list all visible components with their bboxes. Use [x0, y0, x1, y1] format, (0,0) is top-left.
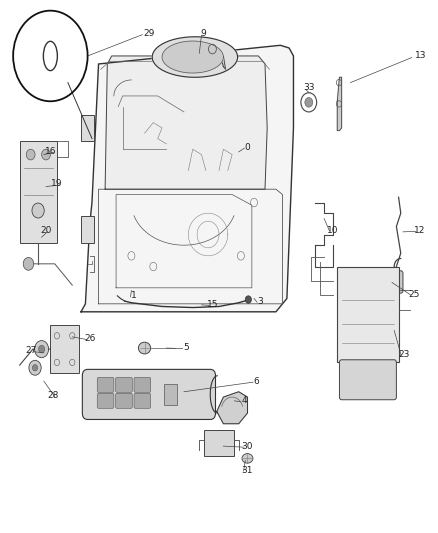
FancyBboxPatch shape: [97, 377, 114, 392]
Circle shape: [23, 257, 34, 270]
FancyBboxPatch shape: [204, 430, 234, 456]
Polygon shape: [81, 45, 293, 312]
FancyBboxPatch shape: [81, 115, 94, 141]
Text: 6: 6: [253, 377, 259, 385]
Polygon shape: [152, 37, 237, 77]
Polygon shape: [162, 41, 223, 73]
Ellipse shape: [242, 454, 253, 463]
Text: 19: 19: [51, 180, 63, 188]
Text: 0: 0: [244, 143, 251, 151]
Text: 10: 10: [327, 226, 339, 235]
FancyBboxPatch shape: [381, 271, 403, 293]
Circle shape: [26, 149, 35, 160]
FancyBboxPatch shape: [20, 141, 57, 243]
Polygon shape: [217, 392, 247, 424]
Text: 3: 3: [257, 297, 263, 305]
Text: 13: 13: [415, 52, 426, 60]
Text: 16: 16: [45, 148, 56, 156]
Text: 1: 1: [131, 292, 137, 300]
Circle shape: [32, 365, 38, 371]
Circle shape: [32, 203, 44, 218]
FancyBboxPatch shape: [82, 369, 215, 419]
Ellipse shape: [138, 342, 151, 354]
FancyBboxPatch shape: [164, 384, 177, 405]
FancyBboxPatch shape: [337, 266, 399, 362]
Text: 9: 9: [201, 29, 207, 37]
Text: 27: 27: [25, 346, 36, 355]
Circle shape: [245, 296, 251, 303]
Text: 25: 25: [408, 290, 420, 298]
Circle shape: [29, 360, 41, 375]
Text: 20: 20: [40, 226, 52, 235]
Circle shape: [42, 149, 50, 160]
FancyBboxPatch shape: [134, 393, 151, 408]
Text: 23: 23: [399, 350, 410, 359]
FancyBboxPatch shape: [50, 325, 79, 373]
Text: 30: 30: [242, 442, 253, 451]
Circle shape: [39, 345, 45, 353]
FancyBboxPatch shape: [116, 377, 132, 392]
FancyBboxPatch shape: [339, 360, 396, 400]
FancyBboxPatch shape: [97, 393, 114, 408]
Polygon shape: [105, 56, 267, 189]
Polygon shape: [337, 77, 342, 131]
Text: 31: 31: [241, 466, 252, 474]
Circle shape: [305, 98, 313, 107]
Text: 28: 28: [47, 391, 58, 400]
Text: 26: 26: [84, 334, 95, 343]
Text: 15: 15: [207, 301, 218, 309]
FancyBboxPatch shape: [81, 216, 94, 243]
Text: 33: 33: [303, 84, 314, 92]
Text: 4: 4: [242, 397, 247, 405]
Text: 29: 29: [143, 29, 155, 37]
FancyBboxPatch shape: [116, 393, 132, 408]
Text: 12: 12: [414, 226, 425, 235]
FancyBboxPatch shape: [134, 377, 151, 392]
Circle shape: [35, 341, 49, 358]
Text: 5: 5: [183, 343, 189, 352]
